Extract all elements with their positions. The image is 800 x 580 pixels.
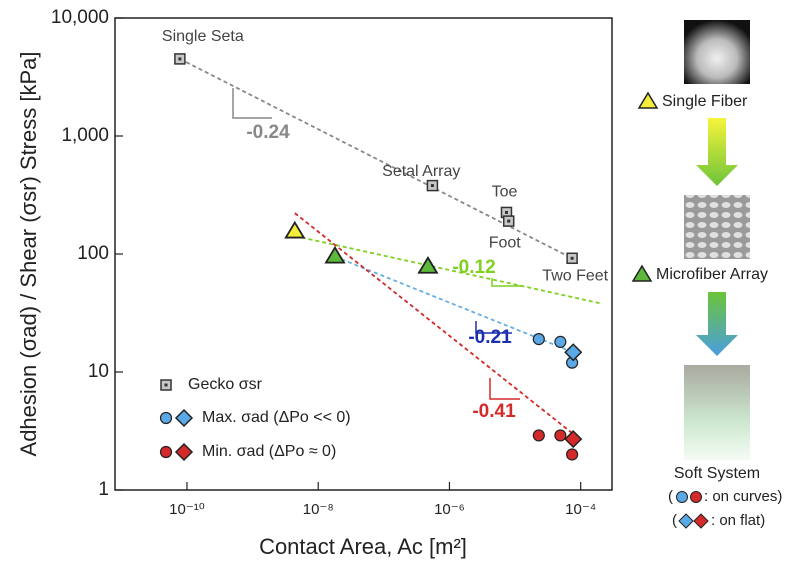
arrow [696, 118, 738, 186]
y-axis-label: Adhesion (σad) / Shear (σsr) Stress [kPa… [16, 52, 41, 457]
stage-label: Microfiber Array [656, 266, 768, 283]
square-dot [164, 383, 168, 387]
square-dot [178, 57, 182, 61]
stage-label: Single Fiber [662, 93, 748, 110]
soft-point [159, 445, 173, 459]
paren: ( [668, 488, 673, 505]
x-tick-label: 10⁻⁴ [565, 501, 596, 518]
soft-point [532, 333, 545, 346]
soft-point [566, 448, 579, 461]
note: : on curves) [704, 488, 782, 505]
stage-label: Soft System [674, 465, 760, 482]
fiber-point [284, 220, 306, 239]
soft-flat-point [564, 430, 583, 449]
point-label: Two Feet [542, 267, 608, 284]
soft-point [554, 429, 567, 442]
square-dot [507, 219, 511, 223]
legend-label: Min. σad (ΔPo ≈ 0) [202, 443, 336, 460]
point-label: Toe [492, 184, 518, 201]
point-label: Setal Array [382, 163, 460, 180]
array-photo [684, 195, 750, 259]
slope-triangle [475, 321, 512, 334]
icon [690, 491, 702, 503]
point-label: Foot [489, 234, 522, 251]
y-tick-label: 10,000 [51, 7, 109, 28]
soft-flat-point [564, 343, 583, 362]
fiber-photo [684, 20, 750, 84]
slope-triangle [491, 278, 522, 287]
square-dot [570, 256, 574, 260]
side-panel: Single Fiber Microfiber Array Soft Syste… [631, 20, 782, 529]
soft-flat-point [174, 442, 194, 462]
icon [676, 491, 688, 503]
fiber-point [324, 245, 346, 264]
square-dot [430, 184, 434, 188]
slope-label: -0.41 [472, 401, 516, 422]
triangle-icon [631, 264, 653, 282]
slope-triangle [489, 378, 520, 400]
slope-label: -0.24 [246, 122, 290, 143]
soft-point [159, 411, 173, 425]
point-label: Single Seta [162, 28, 244, 45]
legend-label: Max. σad (ΔPo << 0) [202, 409, 351, 426]
icon [678, 513, 694, 529]
x-tick-label: 10⁻⁸ [303, 501, 334, 518]
x-axis-label: Contact Area, Ac [m²] [259, 534, 467, 559]
x-tick-label: 10⁻¹⁰ [169, 501, 205, 518]
y-tick-label: 1 [98, 479, 109, 500]
fit-line [294, 235, 603, 305]
slope-label: -0.21 [468, 327, 512, 348]
fit-line [294, 212, 578, 438]
slope-label: -0.12 [452, 257, 495, 278]
system-photo [684, 365, 750, 460]
soft-flat-point [174, 408, 194, 428]
slope-triangle [232, 88, 272, 119]
square-dot [504, 210, 508, 214]
note: : on flat) [711, 512, 765, 529]
x-tick-label: 10⁻⁶ [434, 501, 465, 518]
y-tick-label: 100 [77, 243, 109, 264]
soft-point [554, 335, 567, 348]
fiber-point [417, 255, 439, 274]
arrow [696, 292, 738, 356]
paren: ( [672, 512, 677, 529]
soft-point [532, 429, 545, 442]
triangle-icon [637, 91, 659, 109]
fit-line [179, 58, 573, 260]
y-tick-label: 10 [88, 361, 109, 382]
y-tick-label: 1,000 [61, 125, 109, 146]
icon [693, 513, 709, 529]
legend-label: Gecko σsr [188, 376, 263, 393]
